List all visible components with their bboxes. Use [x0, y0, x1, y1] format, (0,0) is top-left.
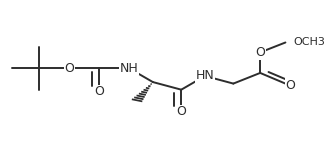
Text: NH: NH [120, 62, 139, 75]
Text: O: O [64, 62, 74, 75]
Text: HN: HN [196, 69, 214, 82]
Text: O: O [285, 79, 295, 92]
Text: O: O [94, 85, 104, 98]
Text: O: O [176, 105, 186, 118]
Text: OCH3: OCH3 [293, 37, 325, 47]
Text: O: O [255, 46, 265, 59]
